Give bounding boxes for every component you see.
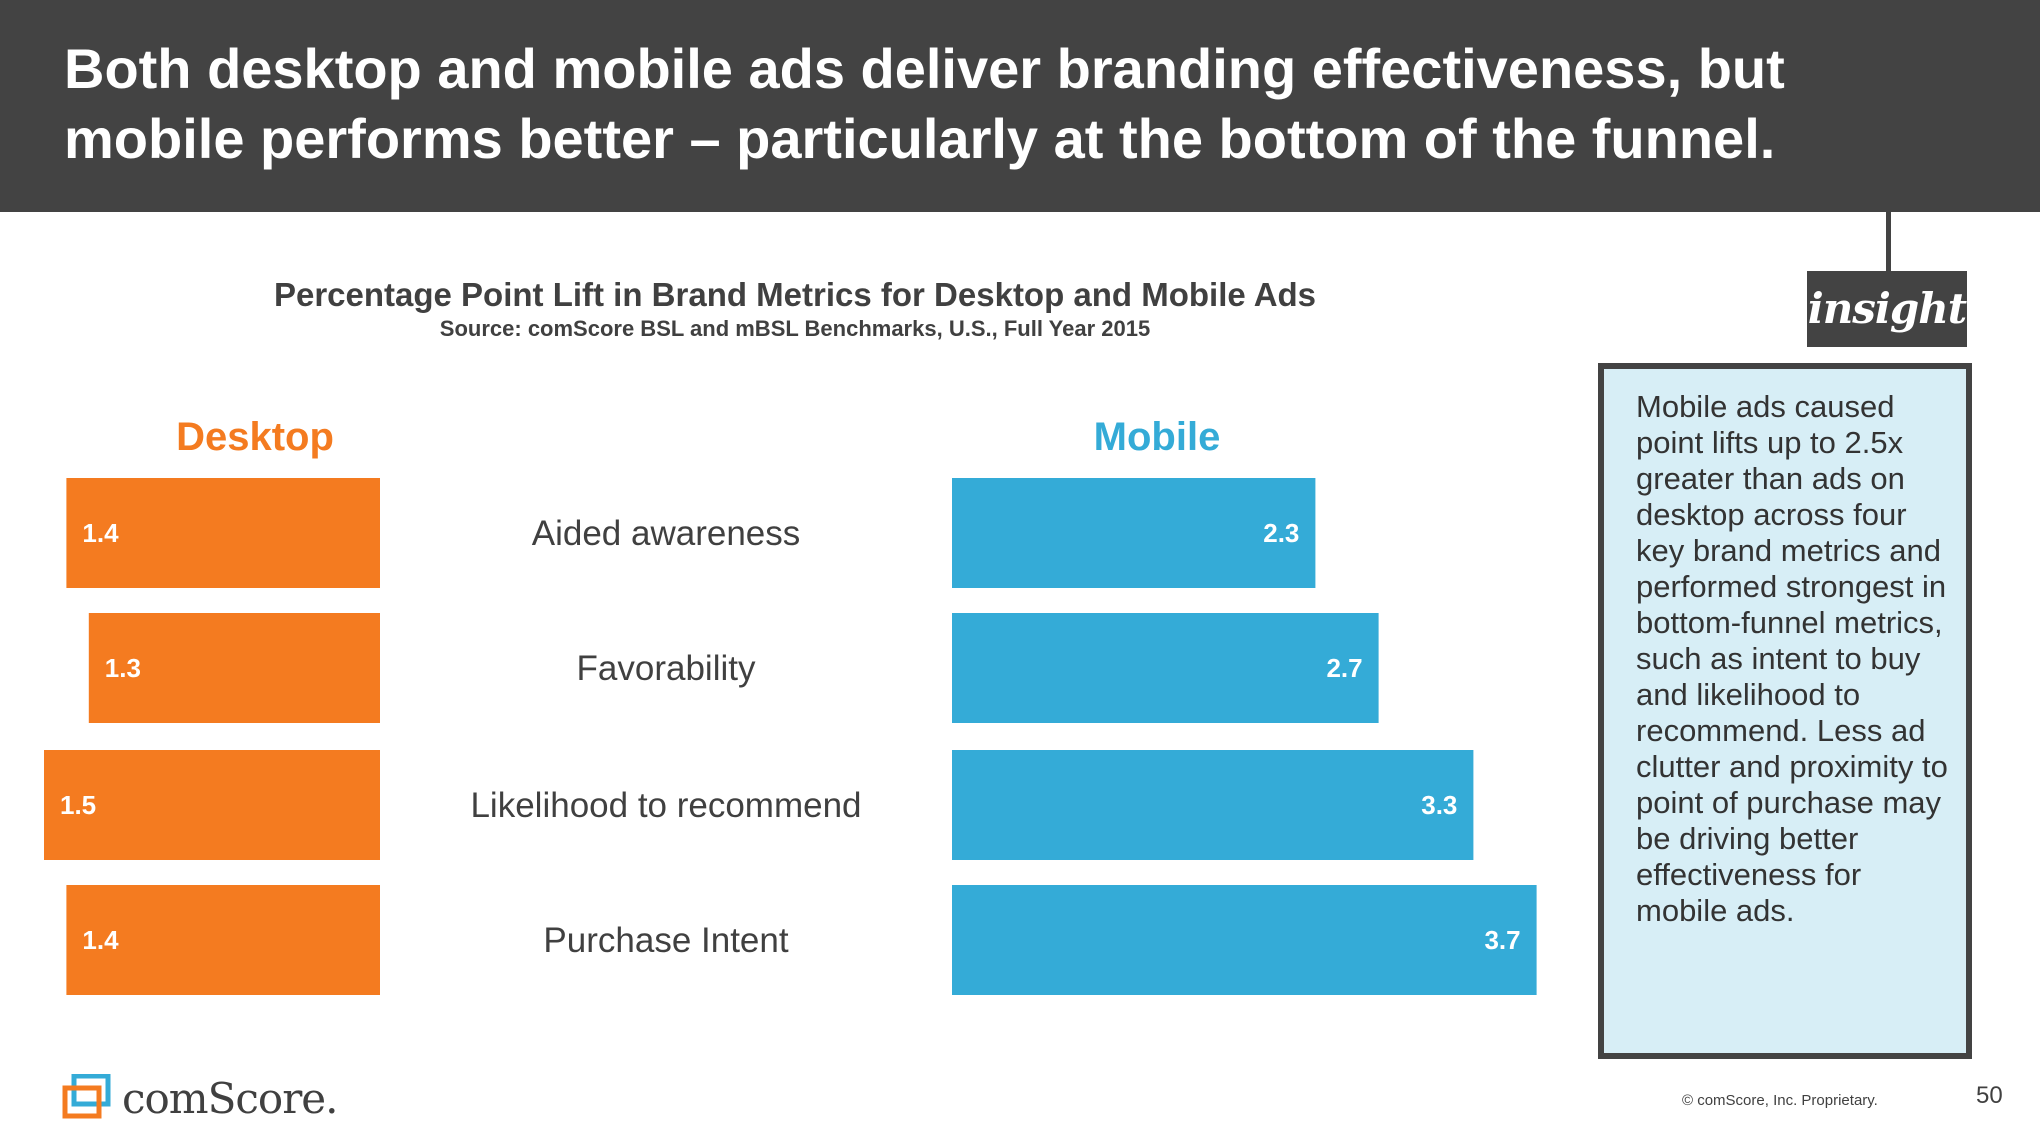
bar-mobile (952, 885, 1537, 995)
data-label-mobile: 3.3 (1421, 790, 1457, 820)
data-label-mobile: 3.7 (1484, 925, 1520, 955)
data-label-mobile: 2.7 (1326, 653, 1362, 683)
data-label-desktop: 1.4 (82, 518, 119, 548)
bar-desktop (66, 885, 381, 995)
insight-connector (1886, 212, 1891, 274)
title-bar: Both desktop and mobile ads deliver bran… (0, 0, 2040, 212)
page-number: 50 (1976, 1082, 2003, 1109)
insight-text: Mobile ads caused point lifts up to 2.5x… (1636, 389, 1948, 928)
copyright-text: © comScore, Inc. Proprietary. (1682, 1092, 1878, 1109)
data-label-mobile: 2.3 (1263, 518, 1299, 548)
series-header-mobile: Mobile (1094, 415, 1221, 459)
category-label: Likelihood to recommend (470, 786, 861, 825)
data-label-desktop: 1.3 (105, 653, 141, 683)
logo-mark-icon (62, 1074, 111, 1119)
data-label-desktop: 1.5 (60, 790, 96, 820)
category-label: Favorability (577, 649, 756, 688)
chart-subtitle: Source: comScore BSL and mBSL Benchmarks… (439, 316, 1151, 341)
category-label: Purchase Intent (543, 921, 788, 960)
bar-mobile (952, 750, 1474, 860)
bar-desktop (66, 478, 381, 588)
slide-title: Both desktop and mobile ads deliver bran… (64, 37, 1785, 170)
bar-mobile (952, 613, 1379, 723)
bar-mobile (952, 478, 1316, 588)
butterfly-bar-chart: Desktop Mobile 1.4 2.3 Aided awareness 1.3 2.7… (44, 415, 1537, 995)
bar-desktop (44, 750, 380, 860)
chart-title: Percentage Point Lift in Brand Metrics f… (273, 276, 1317, 313)
logo-wordmark: comScore. (122, 1074, 338, 1123)
category-label: Aided awareness (532, 514, 801, 553)
bar-desktop (88, 613, 381, 723)
data-label-desktop: 1.4 (82, 925, 119, 955)
insight-box: Mobile ads caused point lifts up to 2.5x… (1598, 363, 1972, 1059)
series-header-desktop: Desktop (176, 415, 334, 459)
comscore-logo: comScore. (62, 1070, 362, 1126)
insight-tag: insight (1807, 271, 1967, 347)
